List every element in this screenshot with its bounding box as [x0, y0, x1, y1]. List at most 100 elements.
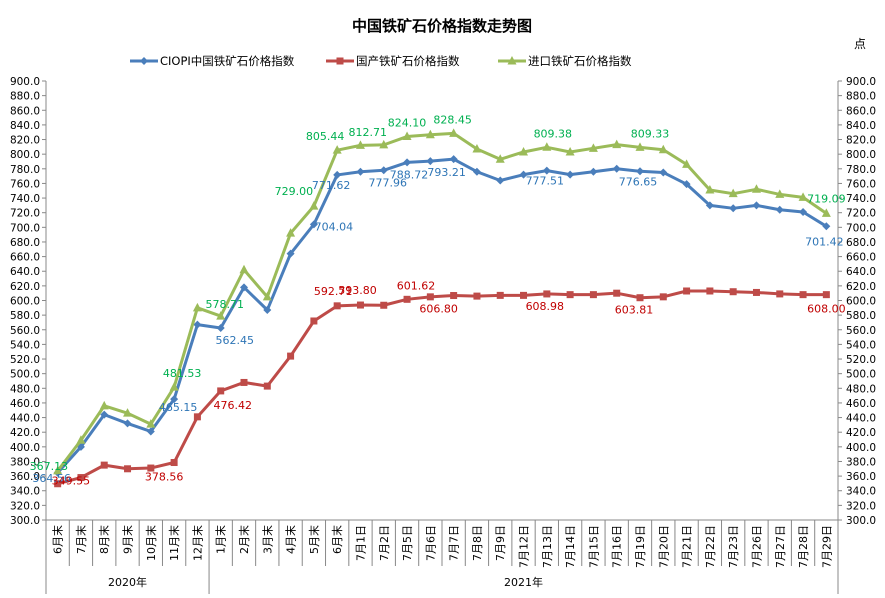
unit-label: 点 — [854, 37, 866, 51]
data-point-triangle — [588, 143, 598, 152]
x-tick-label: 7月16日 — [611, 525, 624, 568]
data-point-diamond — [123, 419, 132, 428]
data-point-diamond — [519, 170, 528, 179]
data-point-diamond — [309, 220, 318, 229]
data-point-diamond — [612, 164, 621, 173]
data-point-triangle — [425, 129, 435, 139]
data-point-square — [263, 382, 271, 390]
data-point-triangle — [286, 228, 296, 237]
data-point-triangle — [239, 264, 249, 274]
data-point-triangle — [798, 192, 808, 201]
x-tick-label: 7月12日 — [518, 525, 531, 568]
data-label-imported: 481.53 — [163, 367, 202, 380]
x-tick-label: 7月8日 — [471, 525, 484, 561]
y-tick-label-left: 640.0 — [10, 266, 40, 278]
x-tick-label: 9月末 — [121, 525, 135, 554]
data-point-square — [729, 288, 737, 296]
y-tick-label-left: 780.0 — [10, 164, 40, 176]
data-point-triangle — [379, 139, 389, 149]
data-point-square — [659, 293, 667, 301]
x-tick-label: 3月末 — [260, 525, 274, 554]
series-imported — [53, 128, 831, 475]
data-point-triangle — [612, 139, 622, 149]
data-point-diamond — [356, 167, 365, 176]
data-point-square — [683, 287, 691, 295]
data-label-ciopi: 793.21 — [427, 166, 466, 179]
data-point-square — [380, 301, 388, 309]
x-tick-label: 10月末 — [144, 525, 158, 561]
series-line-ciopi — [56, 157, 828, 474]
data-point-square — [496, 291, 504, 299]
y-tick-label-left: 860.0 — [10, 105, 40, 117]
x-tick-label: 7月13日 — [541, 525, 554, 568]
data-point-diamond — [472, 167, 481, 176]
y-tick-label-right: 420.0 — [846, 427, 876, 439]
x-tick-label: 7月9日 — [494, 525, 507, 561]
data-point-triangle — [449, 128, 459, 137]
x-tick-label: 7月末 — [74, 525, 88, 554]
data-point-square — [124, 465, 132, 473]
data-point-triangle — [751, 184, 761, 193]
legend: CIOPI中国铁矿石价格指数 国产铁矿石价格指数 进口铁矿石价格指数 — [130, 54, 632, 68]
data-label-domestic: 608.00 — [807, 303, 846, 316]
series-line-imported — [56, 131, 828, 472]
data-label-domestic: 378.56 — [145, 471, 184, 484]
x-tick-label: 7月2日 — [378, 525, 391, 561]
data-point-diamond — [263, 306, 272, 315]
x-tick-label: 11月末 — [167, 525, 181, 561]
data-point-diamond — [286, 249, 295, 258]
x-tick-label: 7月28日 — [797, 525, 810, 568]
data-point-square — [240, 378, 248, 386]
y-tick-label-right: 820.0 — [846, 135, 876, 147]
data-point-diamond — [333, 170, 342, 179]
data-point-triangle — [507, 56, 517, 65]
data-point-triangle — [402, 131, 412, 141]
y-tick-label-left: 380.0 — [10, 456, 40, 468]
y-tick-label-left: 740.0 — [10, 193, 40, 205]
y-tick-label-right: 440.0 — [846, 413, 876, 425]
data-label-ciopi: 704.04 — [315, 220, 354, 233]
data-point-diamond — [705, 201, 714, 210]
y-tick-label-right: 600.0 — [846, 296, 876, 308]
data-point-triangle — [821, 208, 831, 217]
y-tick-label-left: 580.0 — [10, 310, 40, 322]
year-group-label: 2020年 — [108, 575, 147, 589]
data-label-imported: 824.10 — [388, 117, 427, 130]
x-tick-label: 7月20日 — [657, 525, 670, 568]
legend-item-domestic: 国产铁矿石价格指数 — [326, 54, 460, 68]
data-point-diamond — [822, 222, 831, 231]
data-label-ciopi: 465.15 — [159, 401, 198, 414]
data-point-diamond — [566, 170, 575, 179]
y-tick-label-right: 540.0 — [846, 339, 876, 351]
data-point-square — [613, 289, 621, 297]
data-point-triangle — [495, 154, 505, 163]
data-point-square — [776, 290, 784, 298]
y-tick-label-left: 340.0 — [10, 486, 40, 498]
data-point-diamond — [379, 166, 388, 175]
x-tick-label: 2月末 — [237, 525, 251, 554]
y-tick-label-left: 460.0 — [10, 398, 40, 410]
y-tick-label-right: 460.0 — [846, 398, 876, 410]
y-tick-label-right: 840.0 — [846, 120, 876, 132]
data-label-imported: 809.33 — [631, 127, 670, 140]
y-tick-label-left: 880.0 — [10, 91, 40, 103]
data-point-triangle — [262, 291, 272, 301]
data-point-triangle — [123, 408, 133, 417]
data-point-triangle — [682, 159, 692, 168]
y-tick-label-right: 860.0 — [846, 105, 876, 117]
x-tick-label: 6月末 — [330, 525, 344, 554]
y-tick-label-left: 540.0 — [10, 339, 40, 351]
data-point-triangle — [169, 382, 179, 391]
data-label-imported: 812.71 — [349, 126, 388, 139]
data-point-square — [403, 295, 411, 303]
y-tick-label-left: 700.0 — [10, 222, 40, 234]
chart-title: 中国铁矿石价格指数走势图 — [352, 17, 532, 35]
y-tick-label-right: 480.0 — [846, 383, 876, 395]
data-point-triangle — [775, 189, 785, 198]
y-tick-label-right: 580.0 — [846, 310, 876, 322]
data-label-domestic: 601.62 — [397, 279, 436, 292]
y-tick-label-left: 600.0 — [10, 296, 40, 308]
x-tick-label: 6月末 — [51, 525, 65, 554]
y-tick-label-right: 760.0 — [846, 178, 876, 190]
